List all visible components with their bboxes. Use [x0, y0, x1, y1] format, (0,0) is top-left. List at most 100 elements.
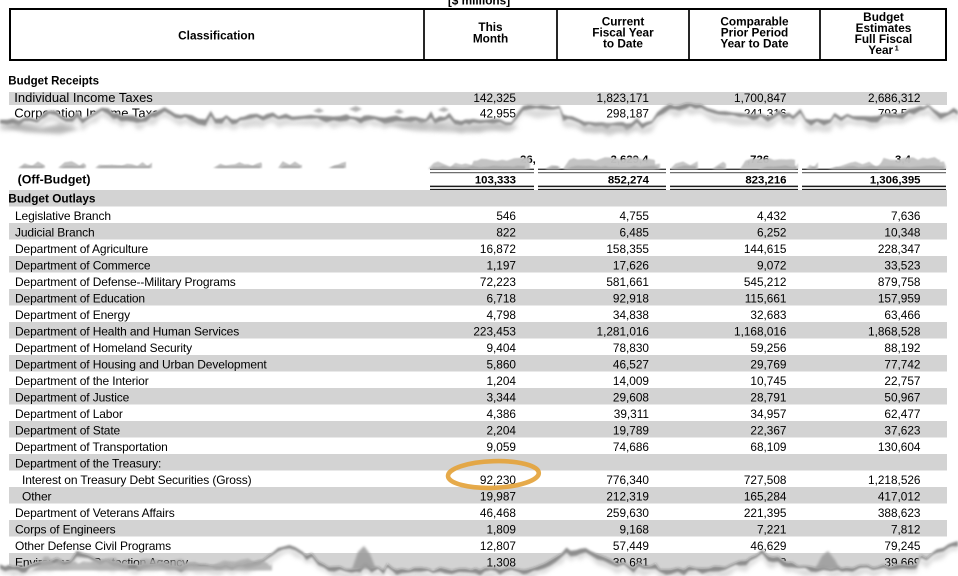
svg-text:Department of State: Department of State — [15, 423, 121, 437]
svg-text:157,959: 157,959 — [878, 291, 921, 305]
svg-text:Current: Current — [602, 14, 645, 28]
svg-text:Estimates: Estimates — [856, 21, 912, 35]
svg-text:19,789: 19,789 — [613, 423, 649, 437]
svg-text:92,230: 92,230 — [480, 473, 517, 487]
svg-text:727,508: 727,508 — [744, 473, 787, 487]
svg-text:259,630: 259,630 — [606, 506, 649, 520]
svg-text:33,523: 33,523 — [884, 258, 921, 272]
svg-text:Department of Education: Department of Education — [15, 291, 145, 305]
svg-text:144,615: 144,615 — [744, 242, 787, 256]
svg-text:Department of Defense--Militar: Department of Defense--Military Programs — [15, 275, 236, 289]
svg-text:Department of Energy: Department of Energy — [15, 308, 130, 322]
svg-text:9,072: 9,072 — [757, 258, 787, 272]
svg-text:68,109: 68,109 — [750, 440, 786, 454]
svg-text:This: This — [478, 20, 503, 34]
svg-text:546: 546 — [496, 209, 516, 223]
svg-text:(Off-Budget): (Off-Budget) — [18, 173, 91, 187]
svg-text:14,009: 14,009 — [613, 374, 649, 388]
svg-text:Budget: Budget — [863, 10, 904, 24]
svg-text:103,333: 103,333 — [475, 175, 516, 187]
svg-text:17,626: 17,626 — [613, 258, 650, 272]
svg-text:388,623: 388,623 — [878, 506, 921, 520]
svg-text:92,918: 92,918 — [613, 291, 650, 305]
svg-text:130,604: 130,604 — [878, 440, 921, 454]
svg-text:9,059: 9,059 — [486, 440, 516, 454]
svg-text:10,745: 10,745 — [750, 374, 787, 388]
svg-text:581,661: 581,661 — [606, 275, 649, 289]
svg-text:879,758: 879,758 — [878, 275, 921, 289]
svg-text:46,468: 46,468 — [480, 506, 517, 520]
svg-text:Department of the Interior: Department of the Interior — [15, 374, 149, 388]
svg-text:Department of Labor: Department of Labor — [15, 407, 123, 421]
svg-text:Judicial Branch: Judicial Branch — [15, 225, 95, 239]
svg-text:1,868,528: 1,868,528 — [868, 324, 921, 338]
svg-text:4,386: 4,386 — [486, 407, 516, 421]
svg-text:Department of the Treasury:: Department of the Treasury: — [15, 456, 161, 470]
svg-text:7,812: 7,812 — [891, 522, 921, 536]
svg-text:Year to Date: Year to Date — [720, 37, 789, 51]
svg-text:74,686: 74,686 — [613, 440, 650, 454]
svg-text:165,284: 165,284 — [744, 489, 787, 503]
svg-text:212,319: 212,319 — [606, 489, 649, 503]
svg-text:852,274: 852,274 — [608, 175, 650, 187]
svg-text:823,216: 823,216 — [745, 175, 786, 187]
svg-text:39,311: 39,311 — [614, 407, 649, 421]
svg-text:1,204: 1,204 — [486, 374, 516, 388]
svg-text:37,623: 37,623 — [884, 423, 921, 437]
svg-text:2,686,312: 2,686,312 — [868, 91, 920, 105]
svg-text:6,718: 6,718 — [486, 291, 516, 305]
svg-text:77,742: 77,742 — [884, 357, 920, 371]
svg-text:to Date: to Date — [603, 37, 643, 51]
svg-text:Fiscal Year: Fiscal Year — [592, 25, 654, 39]
svg-text:Interest on Treasury Debt Secu: Interest on Treasury Debt Securities (Gr… — [22, 473, 252, 487]
svg-text:228,347: 228,347 — [878, 242, 921, 256]
svg-text:34,838: 34,838 — [613, 308, 650, 322]
svg-text:776,340: 776,340 — [606, 473, 649, 487]
svg-text:Month: Month — [473, 31, 508, 45]
svg-text:Other: Other — [22, 489, 52, 503]
svg-text:Corps of Engineers: Corps of Engineers — [15, 522, 116, 536]
svg-text:Department of Homeland Securit: Department of Homeland Security — [15, 341, 192, 355]
svg-text:3,344: 3,344 — [486, 390, 516, 404]
svg-text:Department of Justice: Department of Justice — [15, 390, 130, 404]
svg-text:78,830: 78,830 — [613, 341, 650, 355]
svg-text:Department of Commerce: Department of Commerce — [15, 258, 151, 272]
svg-text:16,872: 16,872 — [480, 242, 516, 256]
svg-text:1,308: 1,308 — [486, 555, 516, 569]
svg-text:63,466: 63,466 — [884, 308, 921, 322]
svg-text:9,404: 9,404 — [486, 341, 516, 355]
svg-text:29,769: 29,769 — [750, 357, 786, 371]
svg-text:223,453: 223,453 — [473, 324, 516, 338]
svg-text:Other Defense Civil Programs: Other Defense Civil Programs — [15, 539, 171, 553]
svg-text:[$ millions]: [$ millions] — [448, 0, 510, 8]
svg-text:Department of Agriculture: Department of Agriculture — [15, 242, 149, 256]
svg-text:1,218,526: 1,218,526 — [868, 473, 921, 487]
svg-text:1,197: 1,197 — [486, 258, 516, 272]
svg-text:22,367: 22,367 — [750, 423, 786, 437]
svg-text:46,629: 46,629 — [750, 539, 786, 553]
svg-text:29,608: 29,608 — [613, 390, 650, 404]
svg-text:46,527: 46,527 — [613, 357, 649, 371]
svg-text:Legislative Branch: Legislative Branch — [15, 209, 111, 223]
svg-text:2,204: 2,204 — [486, 423, 516, 437]
svg-text:822: 822 — [496, 225, 516, 239]
svg-text:1,809: 1,809 — [486, 522, 516, 536]
svg-text:34,957: 34,957 — [750, 407, 786, 421]
svg-text:72,223: 72,223 — [480, 275, 517, 289]
svg-text:50,967: 50,967 — [884, 390, 920, 404]
svg-text:10,348: 10,348 — [884, 225, 921, 239]
svg-text:32,683: 32,683 — [750, 308, 787, 322]
svg-text:5,860: 5,860 — [486, 357, 516, 371]
svg-text:7,221: 7,221 — [757, 522, 787, 536]
svg-text:1,168,016: 1,168,016 — [734, 324, 787, 338]
svg-text:Department of Transportation: Department of Transportation — [15, 440, 168, 454]
svg-text:28,791: 28,791 — [750, 390, 786, 404]
svg-text:Budget Outlays: Budget Outlays — [8, 192, 96, 206]
svg-text:1,700,847: 1,700,847 — [734, 91, 786, 105]
svg-text:298,187: 298,187 — [606, 106, 649, 120]
svg-text:19,987: 19,987 — [480, 489, 516, 503]
svg-text:4,755: 4,755 — [619, 209, 649, 223]
svg-text:115,661: 115,661 — [745, 291, 787, 305]
svg-text:22,757: 22,757 — [884, 374, 920, 388]
